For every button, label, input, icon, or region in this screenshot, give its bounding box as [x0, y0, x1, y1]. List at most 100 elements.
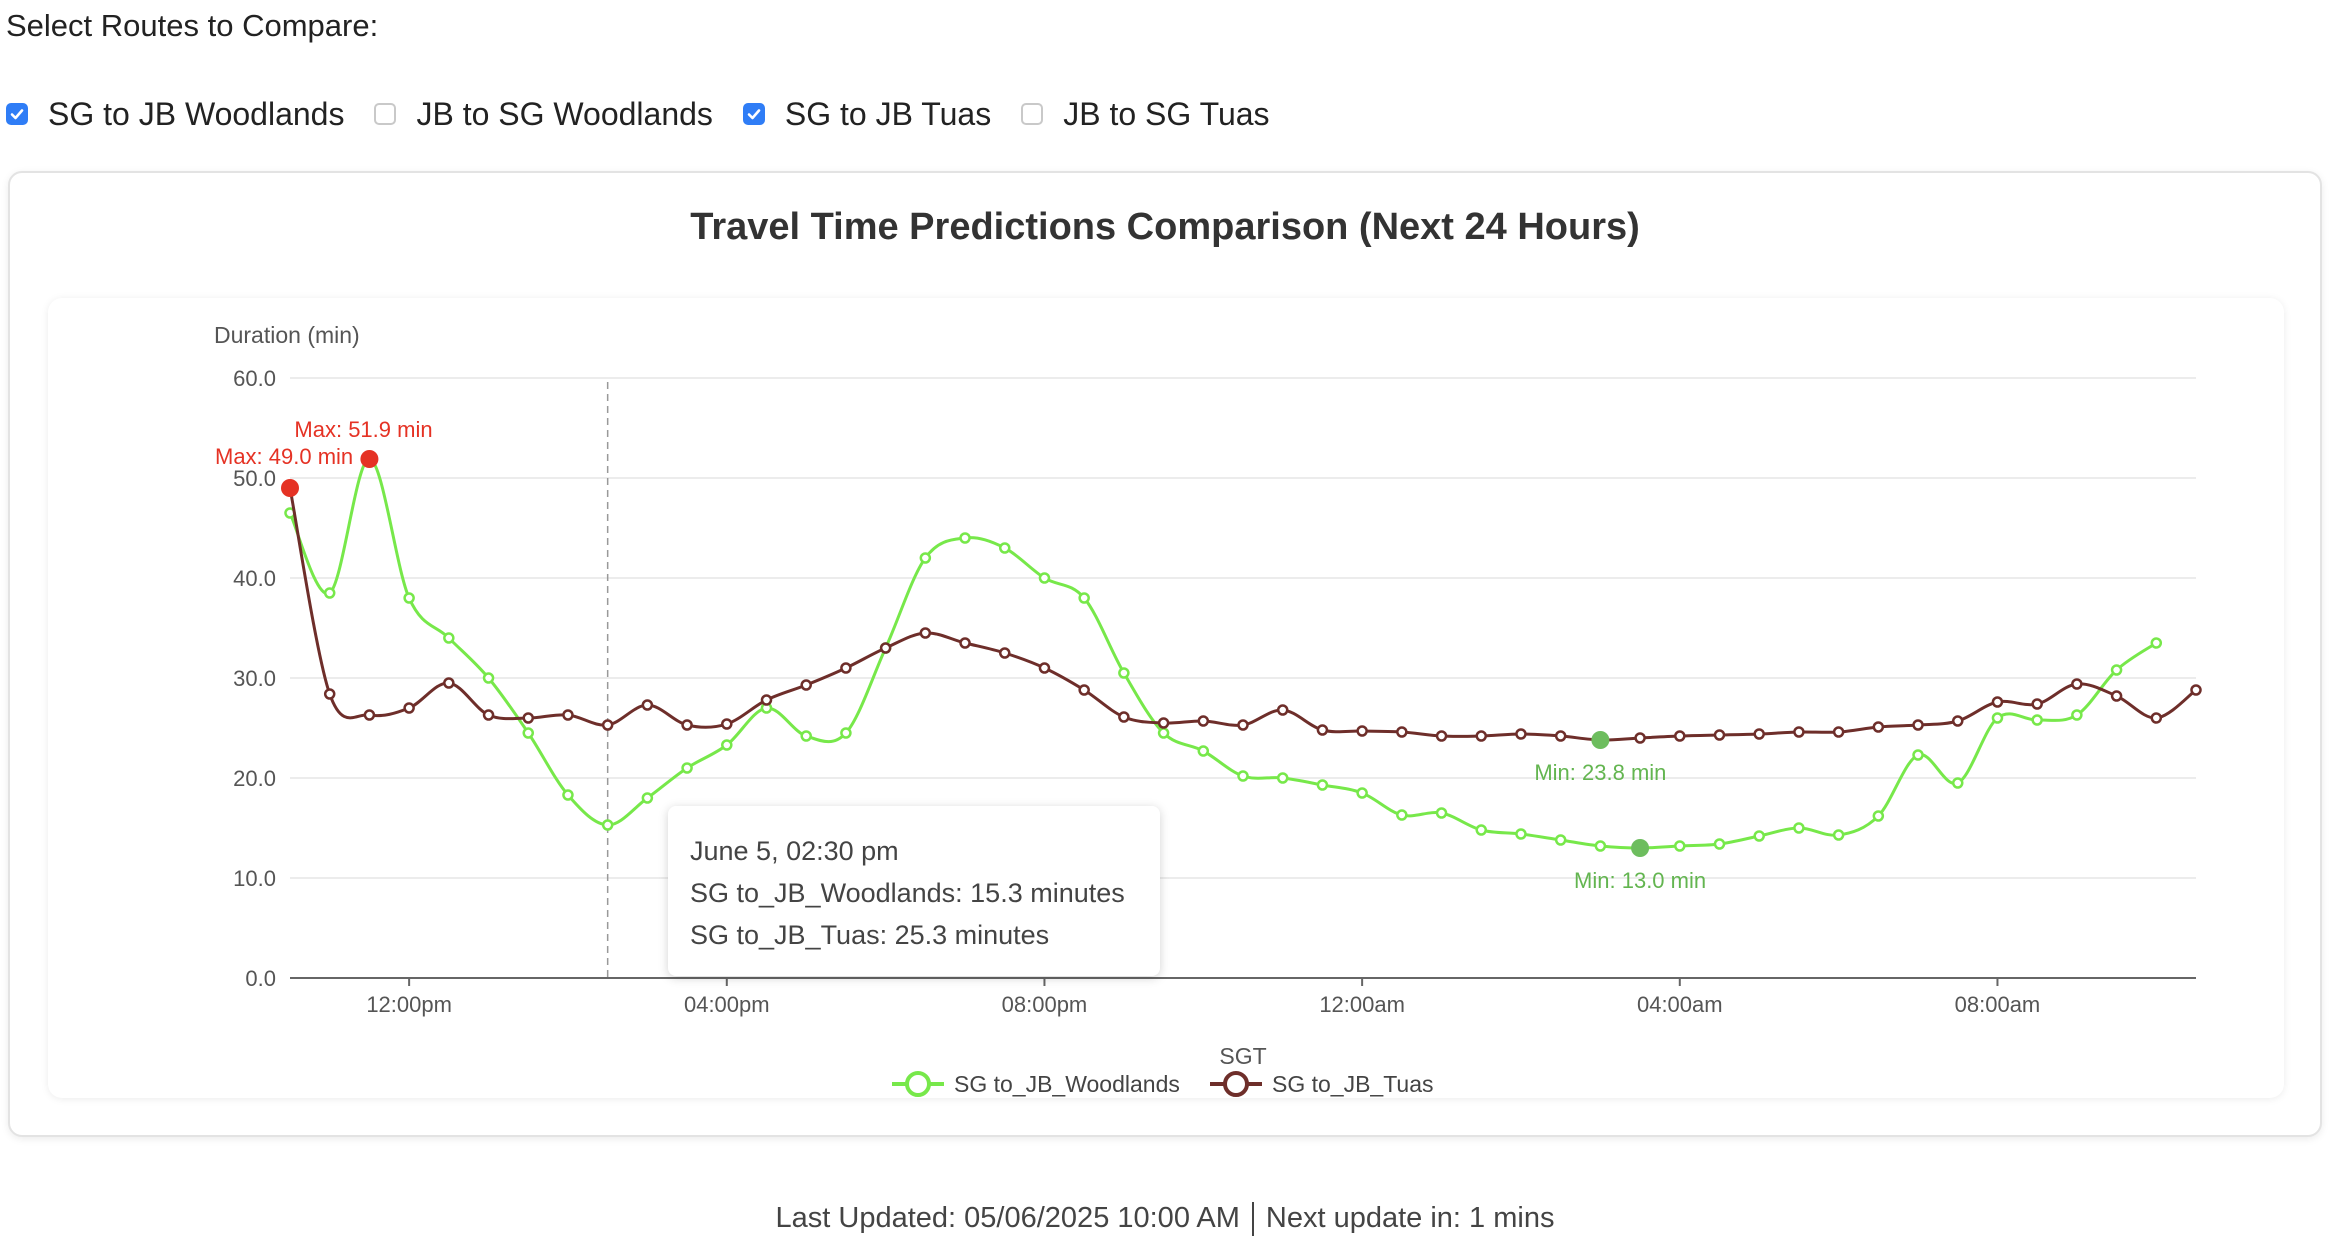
data-point-tuas[interactable]: [879, 642, 892, 654]
route-option-sg-jb-woodlands[interactable]: SG to JB Woodlands: [6, 96, 344, 133]
data-point-tuas[interactable]: [601, 719, 614, 731]
data-point-tuas[interactable]: [443, 677, 455, 689]
data-point-woodlands[interactable]: [1237, 770, 1249, 782]
legend-label-woodlands[interactable]: SG to_JB_Woodlands: [954, 1071, 1180, 1097]
data-point-woodlands[interactable]: [1594, 840, 1607, 852]
legend-marker-tuas[interactable]: [1223, 1071, 1249, 1097]
data-point-woodlands[interactable]: [1356, 787, 1368, 799]
data-point-tuas[interactable]: [1078, 684, 1090, 696]
data-point-woodlands[interactable]: [800, 730, 812, 742]
max-marker-tuas[interactable]: [281, 479, 299, 497]
data-point-woodlands[interactable]: [1475, 824, 1487, 836]
data-point-woodlands[interactable]: [443, 632, 455, 644]
data-point-woodlands[interactable]: [959, 532, 971, 544]
data-point-tuas[interactable]: [1356, 725, 1368, 737]
series-line-tuas[interactable]: [288, 487, 2197, 742]
data-point-woodlands[interactable]: [1952, 777, 1964, 789]
data-point-tuas[interactable]: [562, 709, 574, 721]
checkbox-sg-jb-tuas[interactable]: [742, 103, 765, 125]
data-point-woodlands[interactable]: [522, 727, 534, 739]
data-point-tuas[interactable]: [2150, 712, 2163, 724]
data-point-tuas[interactable]: [919, 627, 932, 639]
legend-label-tuas[interactable]: SG to_JB_Tuas: [1272, 1071, 1434, 1097]
data-point-woodlands[interactable]: [1435, 807, 1448, 819]
data-point-woodlands[interactable]: [403, 592, 415, 604]
data-point-woodlands[interactable]: [1912, 749, 1924, 761]
data-point-woodlands[interactable]: [1078, 592, 1090, 604]
data-point-woodlands[interactable]: [681, 762, 693, 774]
data-point-tuas[interactable]: [840, 662, 852, 674]
data-point-tuas[interactable]: [999, 647, 1011, 659]
line-chart[interactable]: 0.0 10.0 20.0 30.0 40.0 50.0 60.0 12:00pm 04:00p…: [48, 298, 2284, 1098]
data-point-tuas[interactable]: [323, 688, 336, 700]
data-point-tuas[interactable]: [721, 718, 733, 730]
data-point-woodlands[interactable]: [1118, 667, 1130, 679]
data-point-woodlands[interactable]: [641, 792, 654, 804]
data-point-woodlands[interactable]: [601, 819, 614, 831]
checkbox-jb-sg-woodlands[interactable]: [374, 103, 397, 125]
data-point-woodlands[interactable]: [1991, 712, 2004, 724]
checkbox-jb-sg-tuas[interactable]: [1021, 103, 1044, 125]
data-point-woodlands[interactable]: [1197, 745, 1210, 757]
data-point-woodlands[interactable]: [721, 739, 733, 751]
data-point-tuas[interactable]: [1674, 730, 1686, 742]
data-point-tuas[interactable]: [2110, 690, 2123, 702]
data-point-tuas[interactable]: [760, 694, 773, 706]
data-point-woodlands[interactable]: [1832, 829, 1845, 841]
data-point-tuas[interactable]: [1713, 729, 1726, 741]
legend-marker-woodlands[interactable]: [905, 1071, 931, 1097]
data-point-woodlands[interactable]: [1872, 810, 1885, 822]
data-point-tuas[interactable]: [1276, 704, 1289, 716]
data-point-tuas[interactable]: [522, 712, 534, 724]
data-point-tuas[interactable]: [959, 637, 971, 649]
data-point-woodlands[interactable]: [2071, 709, 2083, 721]
data-point-tuas[interactable]: [641, 699, 654, 711]
data-point-tuas[interactable]: [1197, 715, 1210, 727]
data-point-woodlands[interactable]: [1753, 830, 1765, 842]
data-point-tuas[interactable]: [1316, 724, 1329, 736]
data-point-tuas[interactable]: [2190, 684, 2202, 696]
data-point-tuas[interactable]: [1554, 730, 1567, 742]
route-option-jb-sg-woodlands[interactable]: JB to SG Woodlands: [374, 96, 713, 133]
data-point-tuas[interactable]: [1475, 730, 1487, 742]
data-point-tuas[interactable]: [2031, 698, 2043, 710]
data-point-tuas[interactable]: [1038, 662, 1051, 674]
data-point-woodlands[interactable]: [1396, 809, 1408, 821]
max-marker-woodlands[interactable]: [360, 450, 379, 468]
data-point-tuas[interactable]: [1832, 726, 1845, 738]
data-point-tuas[interactable]: [1118, 711, 1130, 723]
data-point-woodlands[interactable]: [999, 542, 1011, 554]
min-marker-tuas[interactable]: [1591, 731, 1610, 749]
data-point-woodlands[interactable]: [2110, 664, 2123, 676]
data-point-tuas[interactable]: [1435, 730, 1448, 742]
checkbox-sg-jb-woodlands[interactable]: [6, 103, 28, 125]
data-point-woodlands[interactable]: [1515, 828, 1527, 840]
data-point-tuas[interactable]: [2071, 678, 2083, 690]
data-point-woodlands[interactable]: [840, 727, 852, 739]
data-point-tuas[interactable]: [800, 679, 812, 691]
data-point-woodlands[interactable]: [1554, 834, 1567, 846]
data-point-woodlands[interactable]: [2031, 714, 2043, 726]
data-point-woodlands[interactable]: [2150, 637, 2163, 649]
data-point-woodlands[interactable]: [1276, 772, 1289, 784]
data-point-tuas[interactable]: [1515, 728, 1527, 740]
data-point-woodlands[interactable]: [1713, 838, 1726, 850]
data-point-tuas[interactable]: [403, 702, 415, 714]
data-point-woodlands[interactable]: [1793, 822, 1805, 834]
min-marker-woodlands[interactable]: [1631, 839, 1650, 857]
data-point-woodlands[interactable]: [1674, 840, 1686, 852]
data-point-woodlands[interactable]: [482, 672, 495, 684]
data-point-tuas[interactable]: [1753, 728, 1765, 740]
data-point-tuas[interactable]: [1912, 719, 1924, 731]
data-point-tuas[interactable]: [1237, 719, 1249, 731]
data-point-woodlands[interactable]: [1157, 727, 1170, 739]
route-option-sg-jb-tuas[interactable]: SG to JB Tuas: [742, 96, 991, 133]
data-point-tuas[interactable]: [1991, 696, 2004, 708]
data-point-woodlands[interactable]: [1316, 779, 1329, 791]
data-point-woodlands[interactable]: [562, 789, 574, 801]
data-point-woodlands[interactable]: [919, 552, 932, 564]
data-point-tuas[interactable]: [1396, 726, 1408, 738]
data-point-tuas[interactable]: [1872, 721, 1885, 733]
data-point-tuas[interactable]: [363, 709, 376, 721]
route-option-jb-sg-tuas[interactable]: JB to SG Tuas: [1021, 96, 1270, 133]
